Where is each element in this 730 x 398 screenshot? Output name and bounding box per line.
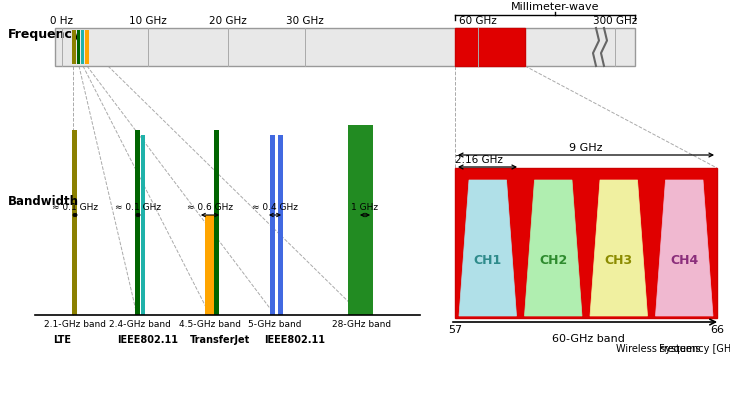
- Text: LTE: LTE: [53, 335, 71, 345]
- Text: IEEE802.11: IEEE802.11: [264, 335, 326, 345]
- Bar: [141, 135, 145, 315]
- Text: TransferJet: TransferJet: [190, 335, 250, 345]
- Bar: [455, 28, 525, 66]
- Text: CH2: CH2: [539, 254, 567, 267]
- Text: 0 Hz: 0 Hz: [50, 16, 74, 26]
- Bar: [72, 30, 76, 64]
- Bar: [135, 130, 140, 315]
- Text: Bandwidth: Bandwidth: [8, 195, 79, 208]
- Bar: [455, 168, 717, 318]
- Text: CH4: CH4: [670, 254, 699, 267]
- Text: 2.16 GHz: 2.16 GHz: [455, 155, 503, 165]
- Text: Frequency [GHz]: Frequency [GHz]: [659, 344, 730, 354]
- Text: 60 GHz: 60 GHz: [459, 16, 497, 26]
- Text: 28-GHz band: 28-GHz band: [332, 320, 391, 329]
- Bar: [214, 130, 219, 315]
- Text: 20 GHz: 20 GHz: [209, 16, 247, 26]
- Text: 1 GHz: 1 GHz: [351, 203, 379, 212]
- Bar: [77, 30, 80, 64]
- Bar: [205, 215, 214, 315]
- Text: Frequency: Frequency: [8, 28, 81, 41]
- Text: 300 GHz: 300 GHz: [593, 16, 637, 26]
- Text: 4.5-GHz band: 4.5-GHz band: [179, 320, 241, 329]
- Polygon shape: [524, 180, 582, 316]
- Text: 66: 66: [710, 325, 724, 335]
- Bar: [278, 135, 283, 315]
- Text: 10 GHz: 10 GHz: [129, 16, 167, 26]
- Bar: [270, 135, 275, 315]
- Text: ≈ 0.1 GHz: ≈ 0.1 GHz: [115, 203, 161, 212]
- Text: 9 GHz: 9 GHz: [569, 143, 603, 153]
- Text: IEEE802.11: IEEE802.11: [118, 335, 179, 345]
- Bar: [55, 28, 635, 66]
- Polygon shape: [590, 180, 648, 316]
- Bar: [348, 125, 373, 315]
- Text: 5-GHz band: 5-GHz band: [248, 320, 301, 329]
- Text: 30 GHz: 30 GHz: [286, 16, 324, 26]
- Text: 60-GHz band: 60-GHz band: [552, 334, 624, 344]
- Text: 2.1-GHz band: 2.1-GHz band: [44, 320, 106, 329]
- Text: 57: 57: [448, 325, 462, 335]
- Text: Wireless systems: Wireless systems: [615, 344, 700, 354]
- Text: CH1: CH1: [474, 254, 502, 267]
- Text: ≈ 0.4 GHz: ≈ 0.4 GHz: [252, 203, 298, 212]
- Text: CH3: CH3: [604, 254, 633, 267]
- Text: ≈ 0.6 GHz: ≈ 0.6 GHz: [187, 203, 233, 212]
- Polygon shape: [459, 180, 517, 316]
- Bar: [81, 30, 84, 64]
- Text: Millimeter-wave: Millimeter-wave: [511, 2, 599, 12]
- Polygon shape: [656, 180, 713, 316]
- Bar: [85, 30, 89, 64]
- Bar: [72, 130, 77, 315]
- Text: ≈ 0.1 GHz: ≈ 0.1 GHz: [52, 203, 98, 212]
- Text: 2.4-GHz band: 2.4-GHz band: [109, 320, 171, 329]
